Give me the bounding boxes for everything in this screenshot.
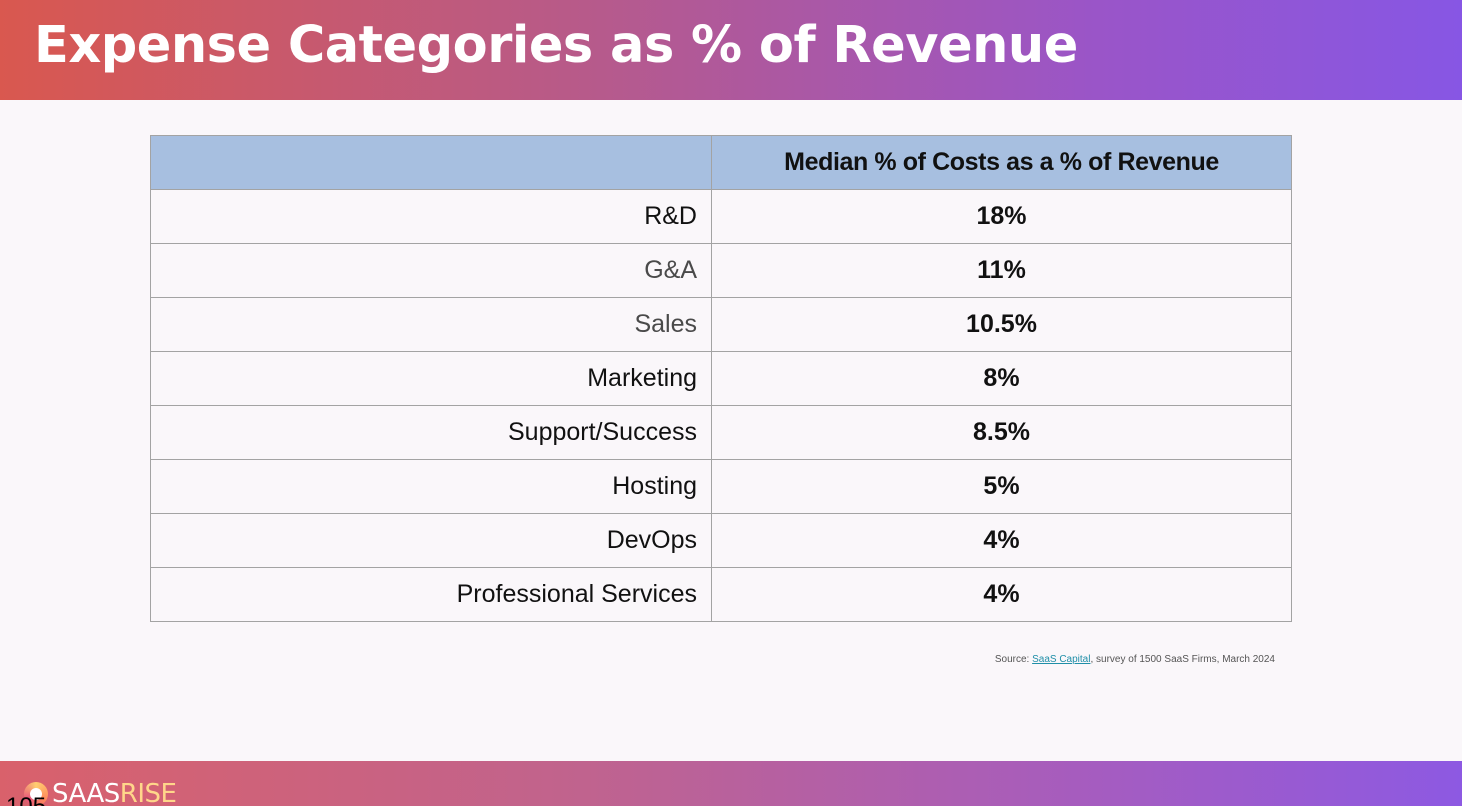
category-cell: R&D: [150, 189, 712, 244]
source-prefix: Source:: [994, 654, 1033, 665]
table-row: Sales 10.5%: [150, 297, 1292, 352]
table-row: Support/Success 8.5%: [150, 405, 1292, 460]
footer-bar: SAASRISE 105: [0, 761, 1462, 806]
table-row: R&D 18%: [150, 189, 1292, 244]
value-cell: 11%: [711, 243, 1292, 298]
value-cell: 8%: [711, 351, 1292, 406]
source-citation: Source: SaaS Capital, survey of 1500 Saa…: [995, 654, 1275, 665]
value-cell: 4%: [711, 513, 1292, 568]
table-row: DevOps 4%: [150, 513, 1292, 568]
logo-text: SAASRISE: [52, 779, 177, 806]
source-link[interactable]: SaaS Capital: [1032, 654, 1091, 665]
table-header-category: [150, 135, 712, 190]
category-cell: Sales: [150, 297, 712, 352]
category-cell: Hosting: [150, 459, 712, 514]
logo-ring-icon: [24, 782, 48, 806]
title-banner: Expense Categories as % of Revenue: [0, 0, 1462, 100]
category-cell: Professional Services: [150, 567, 712, 622]
page-number: 105: [6, 793, 46, 806]
table-row: G&A 11%: [150, 243, 1292, 298]
value-cell: 4%: [711, 567, 1292, 622]
table-row: Marketing 8%: [150, 351, 1292, 406]
source-suffix: , survey of 1500 SaaS Firms, March 2024: [1090, 654, 1275, 665]
category-cell: Support/Success: [150, 405, 712, 460]
logo-text-saas: SAAS: [52, 779, 120, 806]
table-row: Professional Services 4%: [150, 567, 1292, 622]
page-title: Expense Categories as % of Revenue: [34, 16, 1078, 75]
table-header-row: Median % of Costs as a % of Revenue: [150, 135, 1292, 190]
category-cell: Marketing: [150, 351, 712, 406]
value-cell: 8.5%: [711, 405, 1292, 460]
category-cell: DevOps: [150, 513, 712, 568]
expense-table-container: Median % of Costs as a % of Revenue R&D …: [150, 135, 1292, 622]
value-cell: 18%: [711, 189, 1292, 244]
saasrise-logo: SAASRISE: [24, 779, 177, 806]
expense-table: Median % of Costs as a % of Revenue R&D …: [150, 135, 1292, 622]
value-cell: 5%: [711, 459, 1292, 514]
table-header-median: Median % of Costs as a % of Revenue: [711, 135, 1292, 190]
table-row: Hosting 5%: [150, 459, 1292, 514]
category-cell: G&A: [150, 243, 712, 298]
value-cell: 10.5%: [711, 297, 1292, 352]
logo-text-rise: RISE: [119, 779, 177, 806]
